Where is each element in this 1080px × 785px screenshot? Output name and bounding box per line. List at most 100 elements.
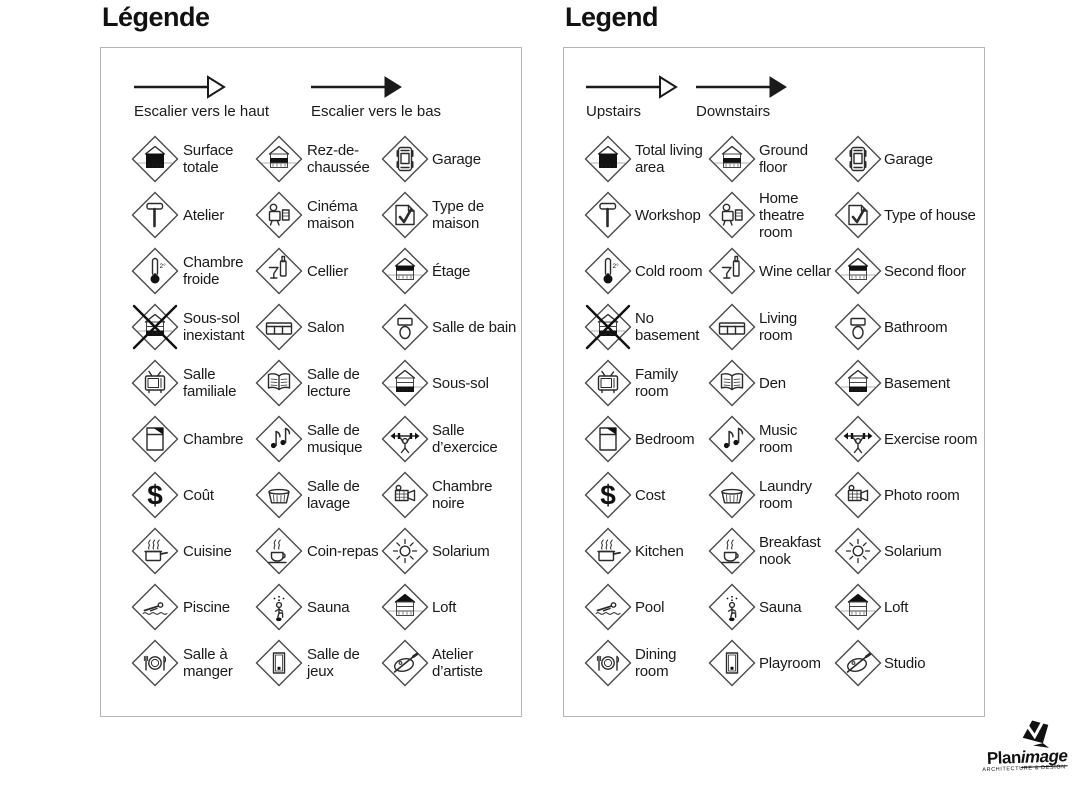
legend-item-label: Cinéma maison (307, 198, 358, 232)
legend-item-label: Playroom (759, 654, 821, 672)
photo-room-icon (834, 471, 882, 519)
arrow-label: Escalier vers le bas (311, 103, 442, 120)
legend-item-icon-cell (584, 191, 632, 239)
basement-icon (834, 359, 882, 407)
solarium-icon (381, 527, 429, 575)
exercise-room-icon (834, 415, 882, 463)
bathroom-icon (381, 303, 429, 351)
dining-room-icon (131, 639, 179, 687)
legend-item-icon-cell (834, 303, 882, 351)
legend-item-icon-cell (381, 583, 429, 631)
legend-item-label: Salle de bain (432, 318, 517, 336)
legend-item-label: Chambre noire (432, 478, 493, 512)
legend-item-icon-cell (834, 639, 882, 687)
no-basement-icon (131, 303, 179, 351)
legend-item-icon-cell (131, 135, 179, 183)
loft-icon (381, 583, 429, 631)
legend-item-icon-cell (255, 583, 303, 631)
legend-item-label: Coût (183, 486, 214, 504)
svg-text:2°: 2° (613, 262, 620, 270)
legend-item-icon-cell (834, 415, 882, 463)
legend-item-icon-cell (708, 303, 756, 351)
legend-item-label: Basement (884, 374, 950, 392)
type-of-house-icon (834, 191, 882, 239)
legend-item-label: Salle d’exercice (432, 422, 498, 456)
workshop-icon (131, 191, 179, 239)
legend-item-label: Étage (432, 262, 471, 280)
pool-icon (131, 583, 179, 631)
legend-item-icon-cell (708, 191, 756, 239)
home-theatre-icon (708, 191, 756, 239)
legend-item-label: Salle de jeux (307, 646, 360, 680)
legend-item-icon-cell (834, 583, 882, 631)
legend-item-icon-cell (381, 471, 429, 519)
cold-room-icon: 2° (131, 247, 179, 295)
planimage-logo: Planimage ARCHITECTURE & DESIGN (966, 718, 1068, 773)
legend-item-icon-cell (708, 359, 756, 407)
legend-item-icon-cell (381, 191, 429, 239)
legend-item-label: Sous-sol inexistant (183, 310, 245, 344)
legend-item-label: Loft (432, 598, 457, 616)
den-icon (255, 359, 303, 407)
laundry-room-icon (708, 471, 756, 519)
legend-item-label: Atelier d’artiste (432, 646, 483, 680)
legend-item-icon-cell (708, 247, 756, 295)
legend-item-label: Studio (884, 654, 926, 672)
den-icon (708, 359, 756, 407)
stairs-down-arrow-icon (311, 76, 402, 98)
legend-item-icon-cell (255, 247, 303, 295)
family-room-icon (131, 359, 179, 407)
legend-item-icon-cell (255, 359, 303, 407)
legend-item-label: Salle de lecture (307, 366, 360, 400)
kitchen-icon (131, 527, 179, 575)
legend-item-icon-cell (381, 415, 429, 463)
legend-item-label: Salle de lavage (307, 478, 360, 512)
total-living-area-icon (584, 135, 632, 183)
studio-icon (834, 639, 882, 687)
legend-item-label: Solarium (432, 542, 490, 560)
playroom-icon (708, 639, 756, 687)
legend-item-label: Family room (635, 366, 678, 400)
legend-item-label: Cuisine (183, 542, 232, 560)
legend-item-icon-cell (708, 639, 756, 687)
legend-item-icon-cell: $ (131, 471, 179, 519)
legend-item-icon-cell (255, 303, 303, 351)
legend-item-icon-cell (708, 471, 756, 519)
legend-item-label: Type of house (884, 206, 976, 224)
dining-room-icon (584, 639, 632, 687)
legend-item-icon-cell (131, 191, 179, 239)
legend-item-icon-cell (255, 415, 303, 463)
second-floor-icon (381, 247, 429, 295)
legend-item-label: Cellier (307, 262, 349, 280)
legend-item-icon-cell (584, 415, 632, 463)
legend-item-icon-cell (584, 583, 632, 631)
ground-floor-icon (255, 135, 303, 183)
legend-item-icon-cell (834, 471, 882, 519)
legend-item-label: Rez-de-chaussée (307, 142, 370, 176)
studio-icon (381, 639, 429, 687)
legend-item-label: Garage (432, 150, 481, 168)
panel-title-french: Légende (102, 2, 210, 32)
basement-icon (381, 359, 429, 407)
legend-item-icon-cell (255, 191, 303, 239)
stairs-up-arrow-icon (586, 75, 678, 99)
legend-item-label: Total living area (635, 142, 703, 176)
legend-item-label: Bedroom (635, 430, 695, 448)
legend-item-icon-cell (834, 135, 882, 183)
svg-text:$: $ (600, 480, 616, 511)
legend-item-icon-cell (708, 527, 756, 575)
legend-item-label: Pool (635, 598, 665, 616)
laundry-room-icon (255, 471, 303, 519)
sauna-icon (708, 583, 756, 631)
legend-item-label: Breakfast nook (759, 534, 821, 568)
workshop-icon (584, 191, 632, 239)
legend-item-icon-cell (381, 359, 429, 407)
legend-item-label: Piscine (183, 598, 230, 616)
music-room-icon (255, 415, 303, 463)
legend-item-icon-cell (834, 359, 882, 407)
legend-item-icon-cell: 2° (584, 247, 632, 295)
legend-item-icon-cell (834, 527, 882, 575)
living-room-icon (255, 303, 303, 351)
legend-item-icon-cell (584, 303, 632, 351)
